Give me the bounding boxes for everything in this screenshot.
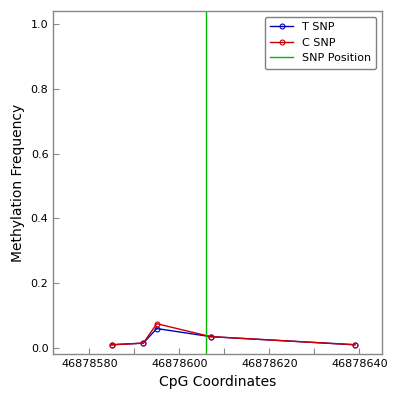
C SNP: [141, 341, 146, 346]
T SNP: [352, 342, 357, 347]
Line: T SNP: T SNP: [109, 326, 357, 347]
Y-axis label: Methylation Frequency: Methylation Frequency: [11, 104, 25, 262]
Legend: T SNP, C SNP, SNP Position: T SNP, C SNP, SNP Position: [265, 17, 376, 69]
T SNP: [154, 326, 159, 331]
T SNP: [141, 341, 146, 346]
X-axis label: CpG Coordinates: CpG Coordinates: [159, 375, 276, 389]
Line: C SNP: C SNP: [109, 321, 357, 347]
T SNP: [109, 342, 114, 347]
C SNP: [109, 342, 114, 347]
C SNP: [154, 321, 159, 326]
C SNP: [352, 342, 357, 347]
T SNP: [208, 334, 213, 339]
C SNP: [208, 334, 213, 339]
